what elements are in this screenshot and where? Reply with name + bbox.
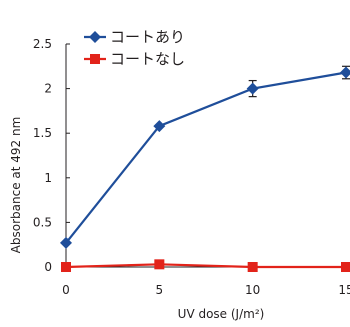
data-point [60, 236, 72, 249]
x-tick-label: 10 [245, 283, 260, 297]
series-layer [60, 65, 350, 272]
data-point [246, 82, 259, 95]
legend-item: コートなし [84, 50, 185, 68]
series-1 [60, 65, 350, 249]
data-point [61, 262, 71, 272]
series-line [65, 71, 347, 244]
y-axis-title: Absorbance at 492 nm [9, 117, 23, 254]
x-axis-title: UV dose (J/m²) [178, 307, 265, 321]
legend-label: コートあり [110, 28, 185, 46]
y-tick-label: 0 [44, 260, 52, 274]
legend-marker [89, 31, 101, 43]
x-tick-label: 0 [62, 283, 70, 297]
y-tick-label: 2 [44, 82, 52, 96]
data-point [340, 66, 350, 79]
x-tick-label: 15 [338, 283, 350, 297]
legend-item: コートあり [84, 28, 185, 46]
axes [65, 44, 346, 268]
series-2 [61, 259, 350, 272]
data-point [247, 262, 258, 272]
legend-label: コートなし [110, 50, 185, 68]
y-ticks: 0 0.5 1 1.5 2 2.5 [33, 37, 70, 274]
series-line [65, 263, 346, 269]
legend-marker [90, 54, 100, 64]
x-tick-label: 5 [156, 283, 164, 297]
data-point [341, 262, 350, 272]
data-point [154, 259, 165, 270]
y-tick-label: 1 [44, 171, 52, 185]
y-tick-label: 2.5 [33, 37, 52, 51]
y-tick-label: 1.5 [33, 126, 52, 140]
data-point [153, 120, 166, 133]
y-tick-label: 0.5 [33, 215, 52, 229]
